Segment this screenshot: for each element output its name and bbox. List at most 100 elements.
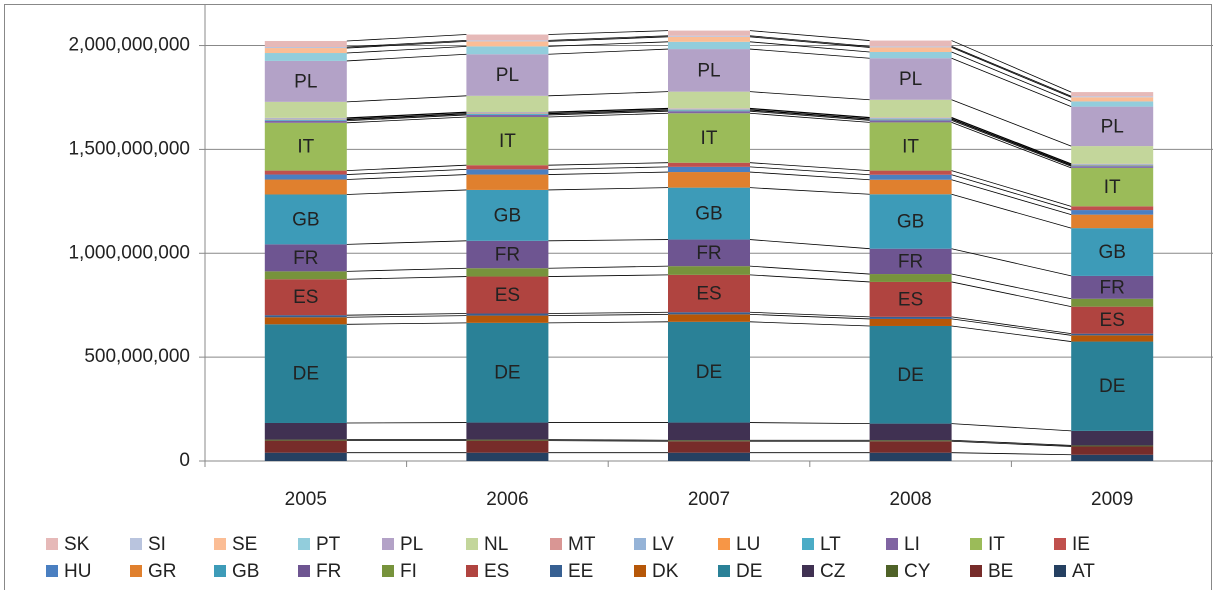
series-line (750, 275, 870, 282)
legend-swatch (46, 538, 58, 550)
series-line (548, 440, 668, 441)
legend-swatch (634, 565, 646, 577)
legend-swatch (382, 565, 394, 577)
legend-label: HU (64, 561, 91, 582)
legend-swatch (382, 538, 394, 550)
legend-swatch (1054, 538, 1066, 550)
bar-segment (668, 92, 750, 109)
segment-label: ES (898, 289, 923, 310)
series-line (347, 277, 467, 280)
segment-label: IT (499, 131, 516, 152)
series-line (548, 37, 668, 42)
legend-label: DK (652, 561, 679, 582)
series-line (548, 275, 668, 277)
series-line (347, 113, 467, 119)
segment-label: FR (898, 251, 923, 272)
bar-segment (870, 453, 952, 461)
series-line (548, 49, 668, 54)
bar-segment (1071, 101, 1153, 106)
bar-segment (265, 121, 347, 123)
bar-segment (466, 440, 548, 441)
series-line (952, 119, 1072, 165)
segment-label: FR (293, 248, 318, 269)
series-line (548, 314, 668, 315)
series-line (750, 266, 870, 274)
legend-label: LU (736, 534, 760, 555)
series-line (952, 319, 1072, 335)
series-line (952, 282, 1072, 307)
segment-label: FR (1100, 277, 1125, 298)
bar-segment (870, 100, 952, 118)
legend-swatch (130, 538, 142, 550)
legend-label: IT (988, 534, 1005, 555)
bar-segment (668, 109, 750, 110)
legend-label: CY (904, 561, 931, 582)
bar-segment (668, 42, 750, 49)
series-line (750, 240, 870, 249)
segment-label: ES (1100, 310, 1125, 331)
bar-segment (466, 40, 548, 41)
series-line (347, 175, 467, 180)
y-tick-label: 1,500,000,000 (68, 138, 190, 159)
bar-segment (870, 52, 952, 58)
series-line (952, 274, 1072, 299)
bar-segment (265, 271, 347, 279)
x-tick-label: 2008 (889, 489, 931, 510)
bar-segment (1071, 215, 1153, 229)
bar-segment (265, 317, 347, 324)
series-line (347, 190, 467, 195)
series-line (952, 180, 1072, 215)
legend-swatch (214, 565, 226, 577)
series-line (952, 440, 1072, 445)
x-tick-label: 2006 (486, 489, 528, 510)
segment-label: GB (897, 212, 924, 233)
legend-label: SK (64, 534, 90, 555)
x-tick-label: 2005 (285, 489, 327, 510)
legend-swatch (466, 565, 478, 577)
legend-swatch (466, 538, 478, 550)
series-line (548, 266, 668, 268)
legend-swatch (970, 538, 982, 550)
bar-segment (265, 441, 347, 453)
bar-segment (668, 453, 750, 461)
legend-label: FR (316, 561, 341, 582)
legend-swatch (886, 538, 898, 550)
series-line (750, 163, 870, 171)
legend-label: AT (1072, 561, 1095, 582)
series-line (347, 241, 467, 245)
bar-segment (668, 172, 750, 188)
series-line (548, 240, 668, 241)
legend-swatch (550, 565, 562, 577)
bar-segment (466, 453, 548, 461)
bar-segment (265, 47, 347, 48)
bar-segment (265, 175, 347, 180)
legend-swatch (46, 565, 58, 577)
legend-swatch (130, 565, 142, 577)
legend-label: NL (484, 534, 508, 555)
series-line (750, 314, 870, 319)
bar-segment (668, 441, 750, 452)
legend-label: SI (148, 534, 166, 555)
series-line (548, 167, 668, 169)
series-line (347, 35, 467, 41)
legend-swatch (298, 565, 310, 577)
series-line (750, 312, 870, 317)
bar-segment (870, 175, 952, 180)
series-line (548, 113, 668, 117)
legend-label: DE (736, 561, 762, 582)
y-tick-label: 2,000,000,000 (68, 35, 190, 56)
bar-segment (668, 110, 750, 111)
segment-label: PL (899, 69, 922, 90)
segment-label: PL (496, 65, 519, 86)
bar-segment (870, 319, 952, 326)
bar-segment (668, 31, 750, 36)
bar-segment (265, 118, 347, 119)
bar-segment (1071, 446, 1153, 454)
legend-label: EE (568, 561, 593, 582)
series-line (548, 441, 668, 442)
legend-swatch (718, 565, 730, 577)
bar-segment (668, 36, 750, 37)
segment-label: IT (902, 137, 919, 158)
bar-segment (265, 453, 347, 461)
bar-segment (265, 102, 347, 118)
